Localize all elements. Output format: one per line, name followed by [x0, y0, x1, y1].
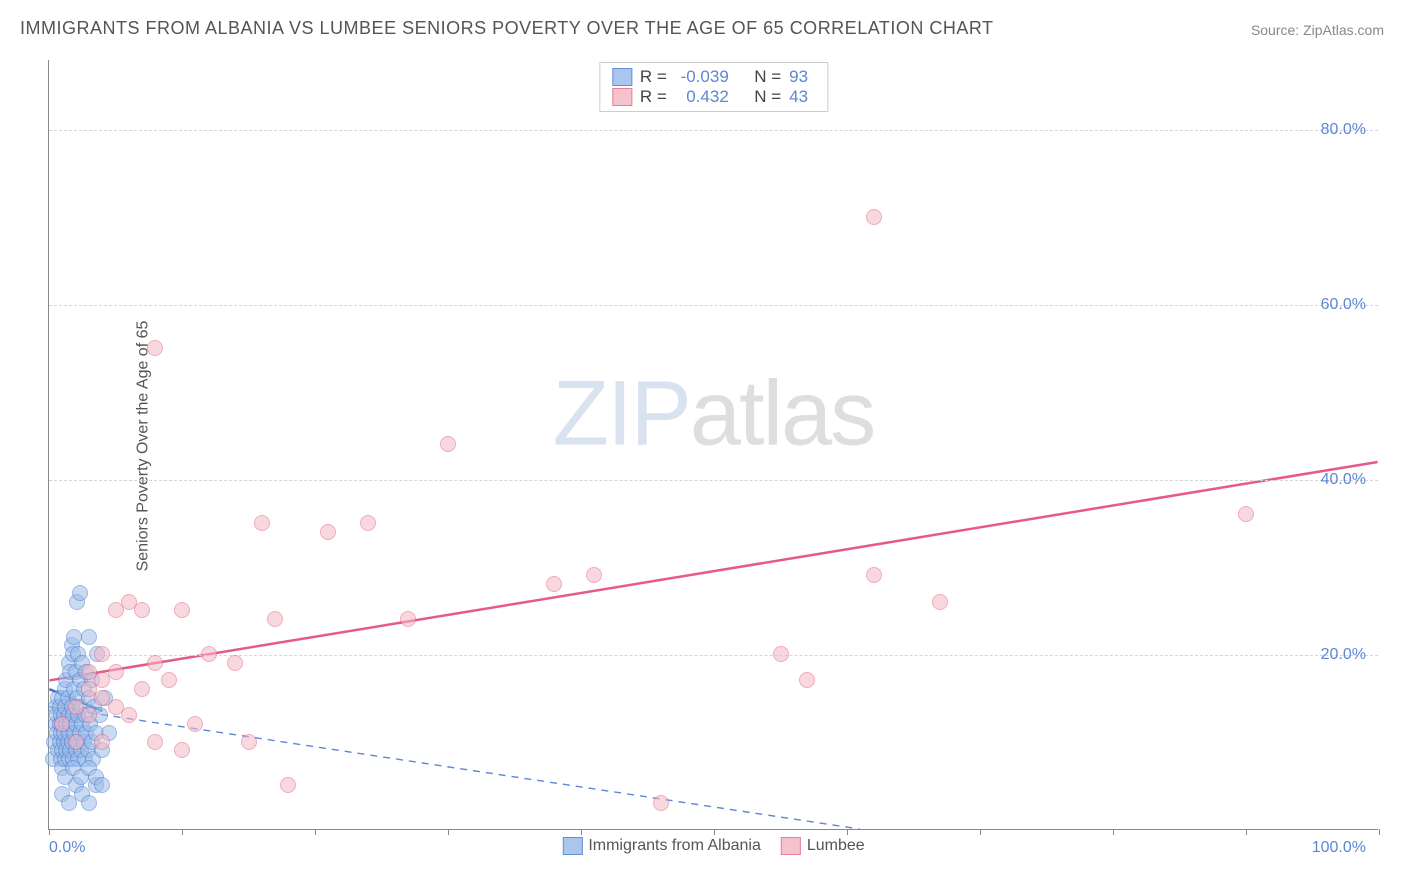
legend-swatch-series-0 [562, 837, 582, 855]
data-point [94, 646, 110, 662]
legend-swatch-series-0 [612, 68, 632, 86]
x-tick [315, 829, 316, 835]
data-point [81, 707, 97, 723]
legend-swatch-series-1 [612, 88, 632, 106]
x-tick [49, 829, 50, 835]
data-point [81, 795, 97, 811]
data-point [932, 594, 948, 610]
data-point [400, 611, 416, 627]
x-tick [847, 829, 848, 835]
x-tick [980, 829, 981, 835]
n-label: N = [754, 87, 781, 107]
data-point [72, 585, 88, 601]
data-point [799, 672, 815, 688]
data-point [94, 777, 110, 793]
data-point [241, 734, 257, 750]
legend-stats-row: R = -0.039 N = 93 [612, 67, 815, 87]
gridline [49, 655, 1378, 656]
watermark-atlas: atlas [690, 362, 874, 464]
y-tick-label: 60.0% [1321, 296, 1366, 314]
legend-item: Immigrants from Albania [562, 837, 761, 855]
x-tick [1246, 829, 1247, 835]
data-point [187, 716, 203, 732]
trend-line [49, 462, 1377, 680]
data-point [66, 629, 82, 645]
r-value-0: -0.039 [675, 67, 729, 87]
data-point [773, 646, 789, 662]
data-point [866, 209, 882, 225]
data-point [320, 524, 336, 540]
data-point [68, 734, 84, 750]
legend-item: Lumbee [781, 837, 865, 855]
x-tick [1379, 829, 1380, 835]
watermark: ZIPatlas [553, 361, 874, 466]
data-point [267, 611, 283, 627]
y-tick-label: 80.0% [1321, 121, 1366, 139]
legend-swatch-series-1 [781, 837, 801, 855]
y-tick-label: 20.0% [1321, 646, 1366, 664]
data-point [360, 515, 376, 531]
data-point [108, 664, 124, 680]
data-point [440, 436, 456, 452]
data-point [254, 515, 270, 531]
data-point [94, 734, 110, 750]
x-tick [448, 829, 449, 835]
data-point [147, 734, 163, 750]
data-point [81, 629, 97, 645]
data-point [161, 672, 177, 688]
data-point [1238, 506, 1254, 522]
x-axis-max-label: 100.0% [1312, 839, 1366, 857]
plot-area: ZIPatlas R = -0.039 N = 93 R = 0.432 N =… [48, 60, 1378, 830]
x-axis-min-label: 0.0% [49, 839, 85, 857]
data-point [227, 655, 243, 671]
x-tick [182, 829, 183, 835]
data-point [121, 707, 137, 723]
trendlines-svg [49, 60, 1378, 829]
data-point [866, 567, 882, 583]
data-point [134, 681, 150, 697]
r-value-1: 0.432 [675, 87, 729, 107]
source-label: Source: ZipAtlas.com [1251, 22, 1384, 38]
gridline [49, 130, 1378, 131]
y-tick-label: 40.0% [1321, 471, 1366, 489]
chart-container: IMMIGRANTS FROM ALBANIA VS LUMBEE SENIOR… [0, 0, 1406, 892]
legend-label-0: Immigrants from Albania [588, 837, 761, 855]
n-value-1: 43 [789, 87, 815, 107]
gridline [49, 480, 1378, 481]
baseline-dash [49, 707, 859, 829]
data-point [653, 795, 669, 811]
data-point [201, 646, 217, 662]
data-point [174, 602, 190, 618]
gridline [49, 305, 1378, 306]
data-point [134, 602, 150, 618]
r-label: R = [640, 67, 667, 87]
legend-bottom: Immigrants from Albania Lumbee [562, 837, 864, 855]
chart-title: IMMIGRANTS FROM ALBANIA VS LUMBEE SENIOR… [20, 18, 994, 39]
r-label: R = [640, 87, 667, 107]
data-point [54, 716, 70, 732]
x-tick [581, 829, 582, 835]
x-tick [1113, 829, 1114, 835]
data-point [280, 777, 296, 793]
n-label: N = [754, 67, 781, 87]
n-value-0: 93 [789, 67, 815, 87]
legend-label-1: Lumbee [807, 837, 865, 855]
data-point [586, 567, 602, 583]
data-point [147, 340, 163, 356]
x-tick [714, 829, 715, 835]
data-point [147, 655, 163, 671]
legend-stats-row: R = 0.432 N = 43 [612, 87, 815, 107]
data-point [174, 742, 190, 758]
watermark-zip: ZIP [553, 362, 690, 464]
data-point [546, 576, 562, 592]
legend-stats: R = -0.039 N = 93 R = 0.432 N = 43 [599, 62, 828, 112]
